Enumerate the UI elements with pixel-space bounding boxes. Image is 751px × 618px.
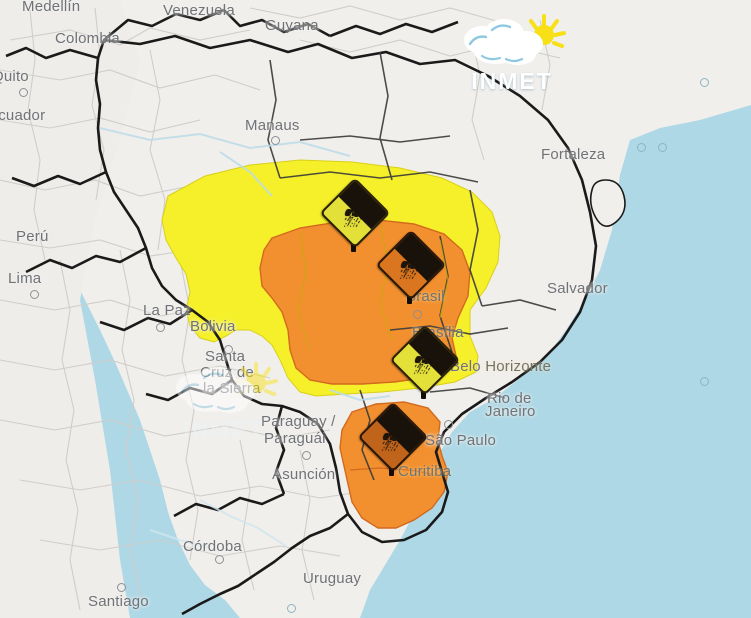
island-marker-5: [287, 604, 296, 613]
cloud-icon: [176, 367, 255, 413]
island-marker-4: [700, 377, 709, 386]
island-marker-1: [700, 78, 709, 87]
inmet-watermark-text: INMET: [183, 416, 265, 442]
warning-sign-north[interactable]: ⛈: [319, 177, 391, 254]
cloud-icon: [464, 19, 543, 65]
country-borders: [5, 8, 598, 616]
rivers: [99, 127, 391, 402]
sun-icon: [235, 362, 278, 396]
coastal-island: [589, 179, 626, 227]
cloud-sun-svg: [176, 362, 278, 413]
storm-glyph: ⛈: [413, 351, 433, 378]
warning-sign-minas[interactable]: ⛈: [389, 324, 461, 401]
warning-sign-south[interactable]: ⛈: [357, 401, 429, 478]
cloud-sun-icon: [456, 14, 568, 70]
storm-glyph: ⛈: [343, 204, 363, 231]
storm-glyph: ⛈: [399, 256, 419, 283]
storm-glyph: ⛈: [381, 428, 401, 455]
cloud-sun-svg: [464, 14, 566, 65]
island-marker-2: [637, 143, 646, 152]
warning-sign-central[interactable]: ⛈: [375, 229, 447, 306]
alert-internal-boundaries: [297, 223, 449, 351]
inmet-watermark: INMET: [168, 362, 280, 443]
inmet-logo[interactable]: INMET: [456, 14, 568, 95]
rivers-south: [149, 499, 287, 549]
island-marker-3: [658, 143, 667, 152]
inmet-logo-text: INMET: [471, 68, 553, 94]
cloud-sun-icon: [168, 362, 280, 418]
